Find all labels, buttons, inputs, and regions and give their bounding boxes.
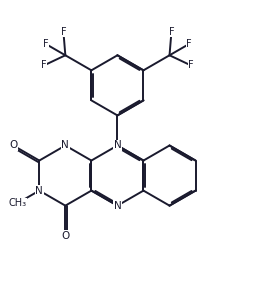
Text: F: F [61,26,66,37]
Text: O: O [61,231,69,241]
Text: F: F [169,26,174,37]
Text: N: N [35,186,43,196]
Text: O: O [9,141,17,150]
Text: F: F [186,39,192,49]
Text: N: N [114,200,121,211]
Text: F: F [43,39,49,49]
Text: F: F [188,61,194,70]
Text: N: N [61,141,69,150]
Text: F: F [41,61,47,70]
Text: N: N [114,141,121,150]
Text: CH₃: CH₃ [8,198,26,208]
